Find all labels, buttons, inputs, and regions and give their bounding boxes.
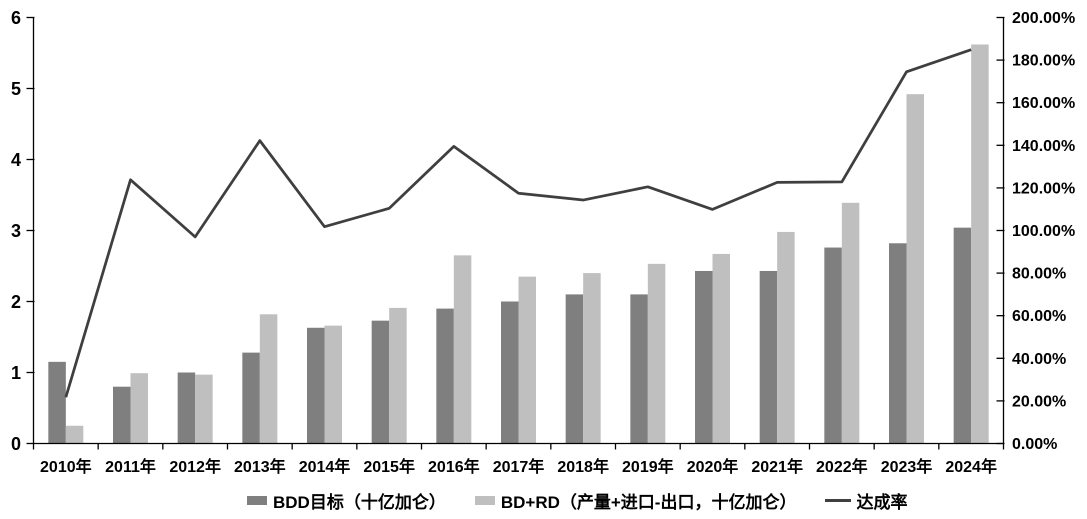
x-axis-tick-label: 2015年 [363, 457, 415, 476]
bar-bdd-target [307, 327, 325, 444]
bar-bdrd-actual [712, 253, 730, 444]
bar-bdrd-actual [324, 325, 342, 444]
x-axis-tick-label: 2020年 [687, 457, 739, 476]
bar-bdrd-actual [518, 276, 536, 444]
bar-bdrd-actual [453, 255, 472, 444]
left-axis-tick-label: 0 [11, 434, 21, 454]
right-axis-tick-label: 200.00% [1012, 10, 1075, 27]
legend-item-achievement-rate: 达成率 [825, 488, 907, 513]
bar-bdd-target [48, 361, 66, 444]
x-axis-tick-label: 2012年 [169, 457, 221, 476]
x-axis-tick-label: 2024年 [945, 457, 997, 476]
legend-label-bdrd-actual: BD+RD（产量+进口-出口，十亿加仑） [500, 493, 797, 512]
right-axis-tick-label: 140.00% [1012, 138, 1075, 155]
legend-item-bdd-target: BDD目标（十亿加仑） [247, 488, 446, 513]
x-axis-tick-label: 2014年 [299, 457, 351, 476]
left-axis-tick-label: 1 [11, 363, 21, 383]
right-axis-tick-label: 100.00% [1012, 223, 1075, 240]
x-axis-tick-label: 2022年 [816, 457, 868, 476]
bar-bdrd-actual [906, 94, 924, 444]
right-axis-tick-label: 0.00% [1012, 436, 1057, 453]
bar-bdrd-actual [777, 231, 795, 444]
legend-swatch-bdrd-actual [474, 496, 495, 505]
bar-bdd-target [824, 247, 842, 444]
legend-label-achievement-rate: 达成率 [856, 493, 908, 512]
bar-bdrd-actual [647, 263, 666, 444]
x-axis-tick-label: 2023年 [881, 457, 933, 476]
legend-swatch-bdd-target [247, 496, 267, 505]
bar-bdd-target [501, 301, 519, 444]
bar-bdrd-actual [971, 44, 989, 444]
chart-legend: BDD目标（十亿加仑） BD+RD（产量+进口-出口，十亿加仑） 达成率 [247, 488, 907, 513]
x-axis-tick-label: 2017年 [493, 457, 545, 476]
right-axis-tick-label: 120.00% [1012, 180, 1075, 197]
bar-bdd-target [630, 294, 648, 444]
bar-bdrd-actual [389, 307, 407, 444]
x-axis-tick-label: 2021年 [751, 457, 803, 476]
x-axis-tick-label: 2011年 [105, 457, 156, 476]
left-axis-tick-label: 6 [11, 8, 21, 28]
bar-bdd-target [759, 270, 778, 444]
bar-bdrd-actual [195, 374, 213, 444]
legend-item-bdrd-actual: BD+RD（产量+进口-出口，十亿加仑） [474, 488, 797, 513]
left-axis-tick-label: 3 [11, 221, 21, 241]
bar-bdrd-actual [583, 273, 601, 444]
bar-bdrd-actual [841, 202, 860, 444]
legend-line-swatch-achievement-rate [825, 499, 852, 502]
x-axis-tick-label: 2016年 [428, 457, 480, 476]
bar-bdd-target [953, 227, 972, 444]
bar-bdrd-actual [259, 314, 278, 444]
right-axis-tick-label: 40.00% [1012, 351, 1066, 368]
bar-bdrd-actual [65, 425, 84, 444]
bar-bdd-target [113, 386, 131, 444]
right-axis-tick-label: 20.00% [1012, 393, 1066, 410]
legend-label-bdd-target: BDD目标（十亿加仑） [273, 493, 446, 512]
x-axis-tick-label: 2010年 [40, 457, 92, 476]
bar-bdd-target [565, 294, 584, 444]
bar-bdd-target [889, 243, 907, 444]
x-axis-tick-label: 2018年 [557, 457, 609, 476]
right-axis-tick-label: 80.00% [1012, 266, 1066, 283]
left-axis-tick-label: 5 [11, 79, 21, 99]
x-axis-tick-label: 2013年 [234, 457, 286, 476]
bar-bdrd-actual [130, 373, 148, 444]
right-axis-tick-label: 160.00% [1012, 95, 1075, 112]
right-axis-tick-label: 60.00% [1012, 308, 1066, 325]
achievement-rate-line [64, 48, 972, 398]
bar-bdd-target [371, 320, 390, 444]
bar-bdd-target [436, 308, 454, 444]
left-axis-tick-label: 4 [11, 150, 21, 170]
left-axis-tick-label: 2 [11, 292, 21, 312]
right-axis-tick-label: 180.00% [1012, 53, 1075, 70]
x-axis-tick-label: 2019年 [622, 457, 674, 476]
bar-bdd-target [242, 352, 260, 444]
bar-bdd-target [177, 372, 196, 444]
bar-bdd-target [695, 270, 713, 444]
